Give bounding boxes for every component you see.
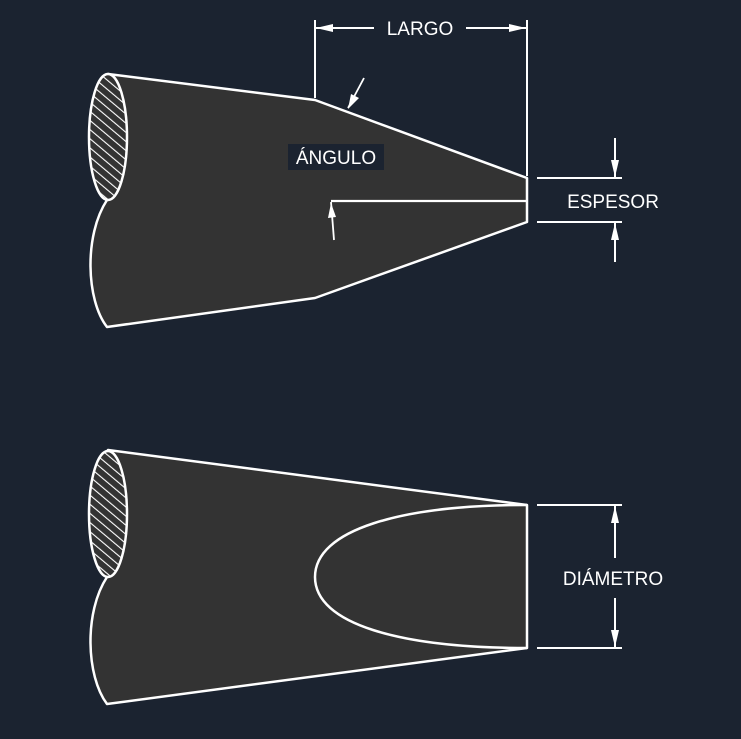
flat-tip-section-hatch — [87, 72, 129, 202]
length-arrowhead-left — [316, 24, 333, 32]
thickness-arrowhead-bottom — [611, 223, 619, 240]
labels: LARGO ÁNGULO ESPESOR DIÁMETRO — [288, 19, 663, 590]
length-arrowhead-right — [509, 24, 526, 32]
thickness-label: ESPESOR — [567, 192, 659, 213]
diameter-label: DIÁMETRO — [563, 569, 663, 590]
conical-tip-parabola — [313, 503, 528, 650]
conical-tip-section-hatch — [87, 449, 129, 579]
thickness-arrowhead-top — [611, 160, 619, 177]
conical-tip-drawing — [87, 448, 622, 706]
angle-arrowhead-bottom — [328, 203, 336, 218]
angle-arrowhead-top — [348, 94, 359, 109]
angle-label-background — [288, 144, 384, 170]
length-label: LARGO — [387, 19, 454, 40]
angle-label: ÁNGULO — [296, 148, 376, 169]
diameter-arrowhead-top — [611, 506, 619, 523]
flat-tip-drawing — [87, 20, 622, 329]
diameter-arrowhead-bottom — [611, 630, 619, 647]
